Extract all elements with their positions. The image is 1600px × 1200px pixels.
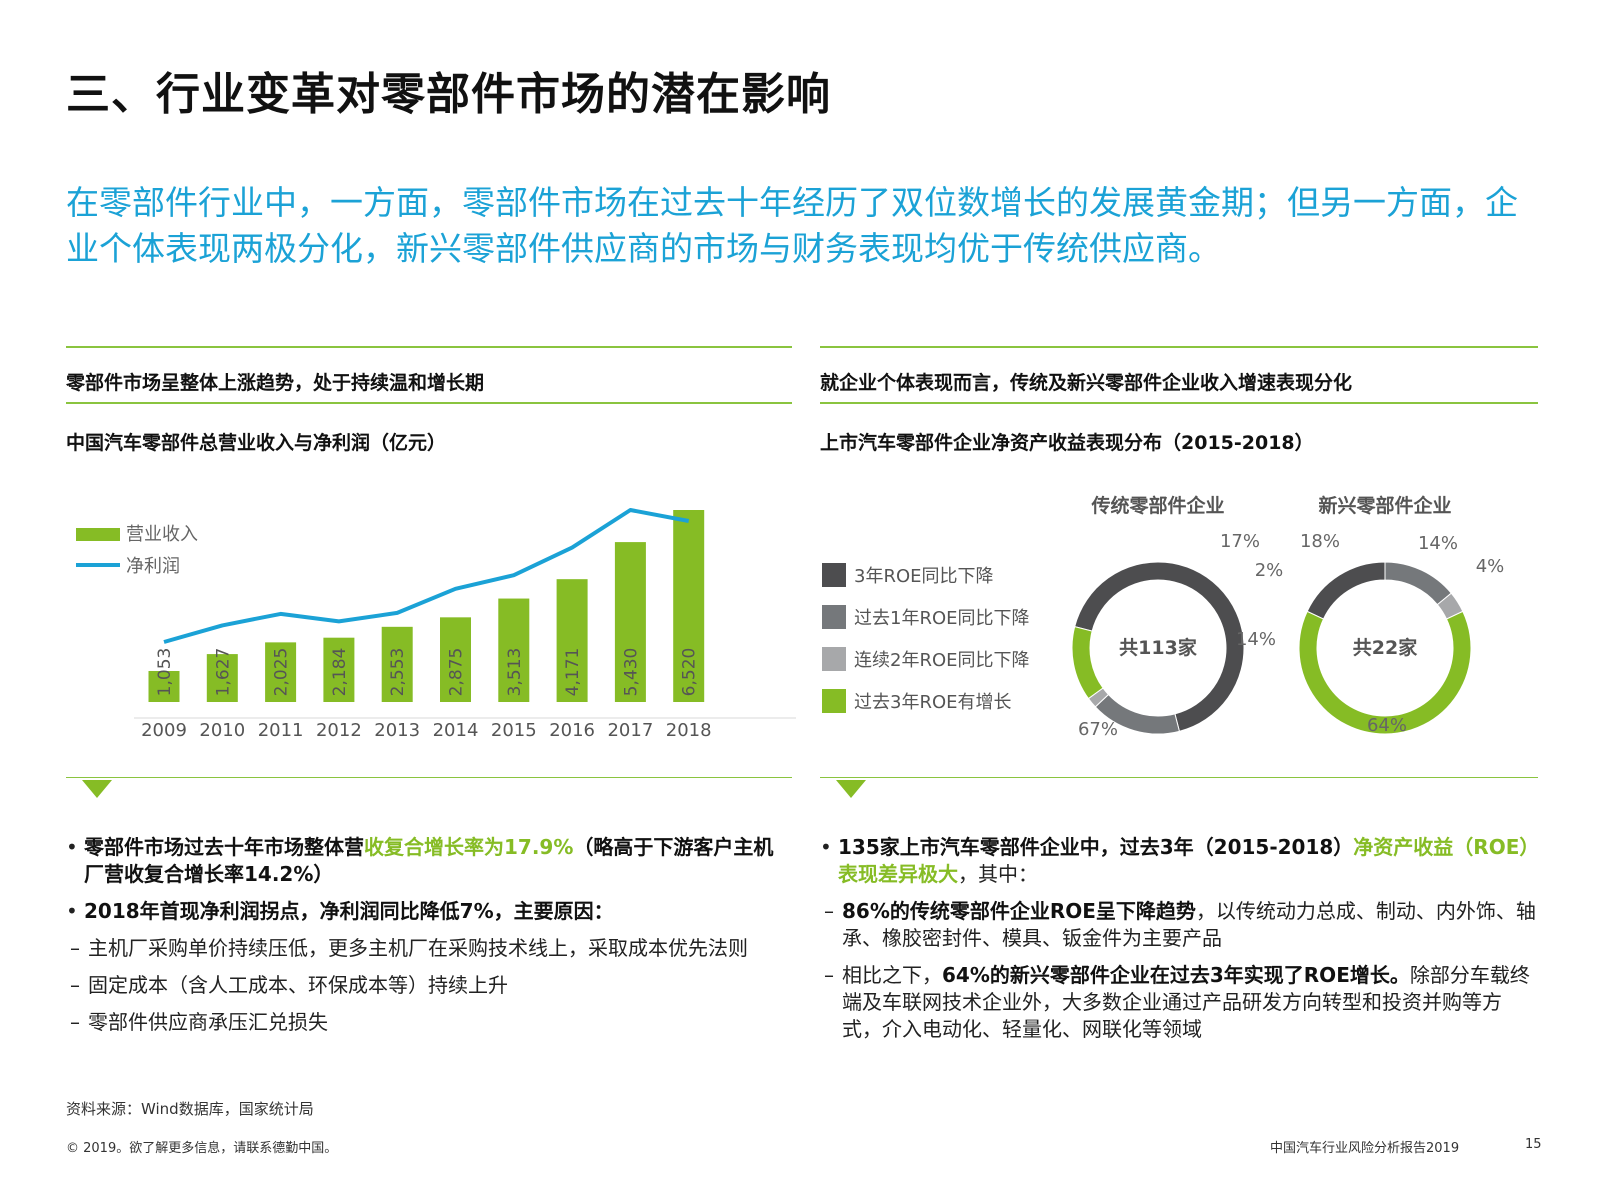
x-tick-label: 2018 [666, 720, 712, 741]
right-sub-bullet-2: 相比之下，64%的新兴零部件企业在过去3年实现了ROE增长。除部分车载终端及车联… [820, 962, 1538, 1043]
copyright: © 2019。欲了解更多信息，请联系德勤中国。 [66, 1141, 338, 1156]
legend-label: 过去3年ROE有增长 [854, 692, 1012, 713]
bar-value-label: 3,513 [505, 648, 525, 697]
donut-center-label: 共22家 [1353, 636, 1418, 659]
page-title: 三、行业变革对零部件市场的潜在影响 [66, 69, 831, 120]
bar-value-label: 6,520 [680, 648, 700, 697]
source-note: 资料来源：Wind数据库，国家统计局 [66, 1100, 314, 1118]
left-sub-bullet-2: 固定成本（含人工成本、环保成本等）持续上升 [66, 972, 786, 999]
page-subtitle: 在零部件行业中，一方面，零部件市场在过去十年经历了双位数增长的发展黄金期；但另一… [66, 183, 1518, 268]
donut-segment [1306, 561, 1386, 620]
x-tick-label: 2017 [607, 720, 653, 741]
profit-line [163, 508, 690, 644]
left-bullet-2: 2018年首现净利润拐点，净利润同比降低7%，主要原因： [66, 898, 786, 925]
x-tick-label: 2012 [316, 720, 362, 741]
donut-percent-label: 14% [1236, 629, 1276, 650]
right-chart-title: 上市汽车零部件企业净资产收益表现分布（2015-2018） [820, 432, 1314, 454]
left-section-header: 零部件市场呈整体上涨趋势，处于持续温和增长期 [66, 372, 485, 394]
legend-profit-label: 净利润 [126, 556, 180, 577]
revenue-profit-chart: 营业收入 净利润 1,053 1,627 2,025 2,184 2,553 2,875 3… [76, 508, 796, 741]
left-chart-title: 中国汽车零部件总营业收入与净利润（亿元） [66, 432, 447, 454]
donut-title: 新兴零部件企业 [1318, 494, 1451, 517]
donut-percent-label: 14% [1418, 533, 1458, 554]
left-sub-bullet-3: 零部件供应商承压汇兑损失 [66, 1009, 786, 1036]
bar-2010 [206, 654, 238, 702]
x-tick-label: 2014 [433, 720, 479, 741]
donut-segment [1384, 561, 1452, 606]
legend-swatch [822, 605, 846, 629]
donut-percent-label: 17% [1220, 531, 1260, 552]
x-tick-label: 2015 [491, 720, 537, 741]
left-bullets: 零部件市场过去十年市场整体营收复合增长率为17.9%（略高于下游客户主机厂营收复… [66, 834, 786, 1046]
left-arrow-marker [82, 780, 112, 798]
bar-2011 [265, 642, 297, 702]
left-divider-top [66, 346, 792, 348]
donut-percent-label: 67% [1078, 719, 1118, 740]
bar-2017 [614, 542, 646, 702]
bar-2009 [148, 670, 180, 702]
right-divider-top [820, 346, 1538, 348]
bar-2014 [440, 617, 471, 702]
left-sub-bullet-1: 主机厂采购单价持续压低，更多主机厂在采购技术线上，采取成本优先法则 [66, 935, 786, 962]
x-tick-label: 2013 [374, 720, 420, 741]
legend-swatch [822, 689, 846, 713]
bar-value-label: 5,430 [621, 648, 641, 697]
right-bullets: 135家上市汽车零部件企业中，过去3年（2015-2018）净资产收益（ROE）… [820, 834, 1538, 1053]
legend-label: 过去1年ROE同比下降 [854, 608, 1030, 629]
bar-value-label: 1,627 [213, 648, 233, 697]
donut-segment [1298, 610, 1472, 735]
legend-label: 连续2年ROE同比下降 [854, 650, 1030, 671]
right-sub-bullet-1: 86%的传统零部件企业ROE呈下降趋势，以传统动力总成、制动、内外饰、轴承、橡胶… [820, 898, 1538, 952]
x-tick-label: 2010 [199, 720, 245, 741]
bar-chart-legend: 营业收入 净利润 [76, 524, 198, 577]
right-divider-mid [820, 402, 1538, 404]
bar-value-label: 4,171 [563, 648, 583, 697]
bar-2013 [381, 626, 413, 702]
bar-value-label: 2,184 [330, 648, 350, 697]
legend-swatch [822, 563, 846, 587]
right-section-header: 就企业个体表现而言，传统及新兴零部件企业收入增速表现分化 [820, 372, 1353, 394]
bar-2012 [323, 637, 355, 702]
bar-value-label: 2,875 [447, 648, 467, 697]
bar-value-label: 2,025 [272, 648, 292, 697]
roe-donut-charts: 3年ROE同比下降过去1年ROE同比下降连续2年ROE同比下降过去3年ROE有增… [822, 494, 1505, 740]
bar-2015 [498, 598, 530, 702]
left-divider-bottom [66, 777, 792, 778]
left-divider-mid [66, 402, 792, 404]
page-number: 15 [1525, 1137, 1542, 1152]
bar-2016 [556, 579, 588, 702]
x-tick-label: 2009 [141, 720, 187, 741]
report-name: 中国汽车行业风险分析报告2019 [1270, 1141, 1460, 1156]
right-arrow-marker [836, 780, 866, 798]
legend-revenue-label: 营业收入 [126, 524, 198, 545]
donut-percent-label: 4% [1476, 556, 1505, 577]
bar-value-label: 2,553 [388, 648, 408, 697]
donut-percent-label: 64% [1367, 715, 1407, 736]
legend-label: 3年ROE同比下降 [854, 566, 994, 587]
legend-swatch [822, 647, 846, 671]
bar-value-label: 1,053 [155, 648, 175, 697]
donut-percent-label: 2% [1255, 560, 1284, 581]
legend-revenue-swatch [76, 528, 120, 541]
donut-segment [1074, 561, 1245, 732]
donut-title: 传统零部件企业 [1090, 494, 1224, 517]
right-bullet-1: 135家上市汽车零部件企业中，过去3年（2015-2018）净资产收益（ROE）… [820, 834, 1538, 888]
donut-center-label: 共113家 [1119, 636, 1198, 659]
left-bullet-1: 零部件市场过去十年市场整体营收复合增长率为17.9%（略高于下游客户主机厂营收复… [66, 834, 786, 888]
donut-percent-label: 18% [1300, 531, 1340, 552]
x-tick-label: 2016 [549, 720, 595, 741]
bar-2018 [673, 510, 705, 702]
donut-segment [1071, 626, 1104, 700]
x-tick-label: 2011 [258, 720, 304, 741]
right-divider-bottom [820, 777, 1538, 778]
